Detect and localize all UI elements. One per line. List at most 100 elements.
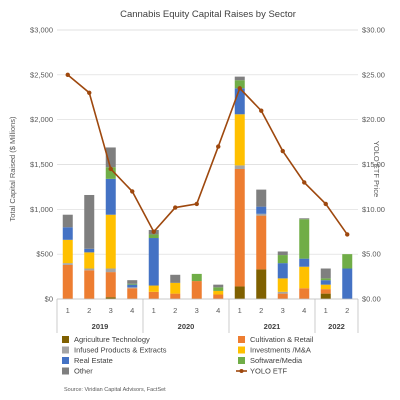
year-label: 2020 <box>178 322 195 331</box>
bar-segment <box>256 206 267 214</box>
bar-segment <box>277 278 288 292</box>
legend-swatch <box>238 357 245 364</box>
bar-segment <box>170 282 181 294</box>
bar-segment <box>62 214 73 228</box>
y2-tick-label: $20.00 <box>362 115 385 124</box>
yolo-etf-point <box>130 189 135 194</box>
bar-segment <box>148 285 159 292</box>
x-tick-label: 3 <box>195 306 199 315</box>
legend-label: Agriculture Technology <box>74 335 150 344</box>
bar-segment <box>256 269 267 299</box>
x-tick-label: 1 <box>324 306 328 315</box>
y2-tick-label: $25.00 <box>362 70 385 79</box>
bar-segment <box>320 278 331 281</box>
bar-segment <box>62 263 73 265</box>
bar-segment <box>256 213 267 216</box>
bar-segment <box>148 234 159 239</box>
bar-segment <box>277 263 288 279</box>
yolo-etf-line-path <box>67 74 348 235</box>
legend-label: YOLO ETF <box>250 367 288 376</box>
y-tick-label: $1,500 <box>30 160 53 169</box>
year-labels: 2019 2020 2021 2022 <box>92 322 345 331</box>
bar-segment <box>105 268 116 273</box>
bar-segment <box>234 76 245 81</box>
axes <box>56 298 359 333</box>
bar-segment <box>320 280 331 285</box>
year-label: 2021 <box>264 322 281 331</box>
yolo-etf-point <box>259 108 264 113</box>
bar-segment <box>148 238 159 286</box>
x-tick-label: 4 <box>302 306 306 315</box>
y-axis-ticks: $0 $500 $1,000 $1,500 $2,000 $2,500 $3,000 <box>30 26 53 304</box>
y2-axis-ticks: $0.00 $5.00 $10.00 $15.00 $20.00 $25.00 $30.00 <box>362 26 385 304</box>
bar-segment <box>234 165 245 169</box>
y-tick-label: $500 <box>36 250 53 259</box>
legend-label: Investments /M&A <box>250 346 311 355</box>
bar-segment <box>105 272 116 298</box>
bar-segment <box>234 168 245 287</box>
x-tick-label: 1 <box>66 306 70 315</box>
yolo-etf-point <box>108 166 113 172</box>
bar-segment <box>84 252 95 269</box>
legend-label: Infused Products & Extracts <box>74 346 167 355</box>
legend-swatch <box>238 346 245 354</box>
bar-segment <box>342 254 353 269</box>
y-axis-title: Total Capital Raised ($ Millions) <box>8 116 17 222</box>
bar-segment <box>105 178 116 215</box>
bar-segment <box>299 266 310 289</box>
bar-segment <box>127 283 138 285</box>
bar-segment <box>320 289 331 294</box>
x-tick-label: 2 <box>259 306 263 315</box>
bar-segment <box>148 291 159 299</box>
yolo-etf-point <box>65 72 70 78</box>
bar-segment <box>170 274 181 283</box>
bar-segment <box>320 293 331 299</box>
x-axis-ticks: 1 2 3 4 1 2 3 4 1 2 3 4 1 2 <box>66 306 350 315</box>
yolo-etf-line <box>65 72 350 237</box>
bar-segment <box>277 251 288 256</box>
legend-label: Other <box>74 367 93 376</box>
x-tick-label: 4 <box>130 306 134 315</box>
y-tick-label: $2,000 <box>30 115 53 124</box>
y2-tick-label: $10.00 <box>362 205 385 214</box>
legend-swatch <box>62 367 69 375</box>
bar-segment <box>127 287 138 289</box>
bar-segment <box>62 227 73 240</box>
bar-segment <box>234 88 245 115</box>
x-tick-label: 3 <box>109 306 113 315</box>
legend-swatch <box>62 336 69 343</box>
bar-segment <box>127 284 138 288</box>
x-tick-label: 4 <box>216 306 220 315</box>
x-tick-label: 1 <box>152 306 156 315</box>
bar-segment <box>256 189 267 207</box>
legend: Agriculture Technology Cultivation & Reta… <box>62 335 314 376</box>
bar-segment <box>84 268 95 271</box>
bar-segment <box>127 280 138 284</box>
y2-tick-label: $15.00 <box>362 160 385 169</box>
yolo-etf-point <box>302 180 307 185</box>
bar-segment <box>234 80 245 89</box>
yolo-etf-point <box>173 205 178 210</box>
y-tick-label: $0 <box>45 295 53 304</box>
bar-segment <box>105 167 116 179</box>
bar-segment <box>62 264 73 299</box>
bar-segment <box>213 294 224 299</box>
yolo-etf-point <box>151 229 156 234</box>
bar-segment <box>170 293 181 299</box>
bar-segment <box>84 270 95 299</box>
y2-tick-label: $5.00 <box>362 250 381 259</box>
year-label: 2019 <box>92 322 109 331</box>
y-tick-label: $1,000 <box>30 205 53 214</box>
y-tick-label: $3,000 <box>30 26 53 35</box>
bar-segment <box>234 286 245 299</box>
bar-segment <box>127 288 138 299</box>
yolo-etf-point <box>216 144 221 149</box>
legend-swatch <box>238 336 245 343</box>
bar-segment <box>277 291 288 294</box>
bar-segment <box>213 290 224 295</box>
bar-segment <box>299 219 310 259</box>
x-tick-label: 2 <box>173 306 177 315</box>
bar-segment <box>299 258 310 267</box>
bar-segment <box>213 284 224 288</box>
